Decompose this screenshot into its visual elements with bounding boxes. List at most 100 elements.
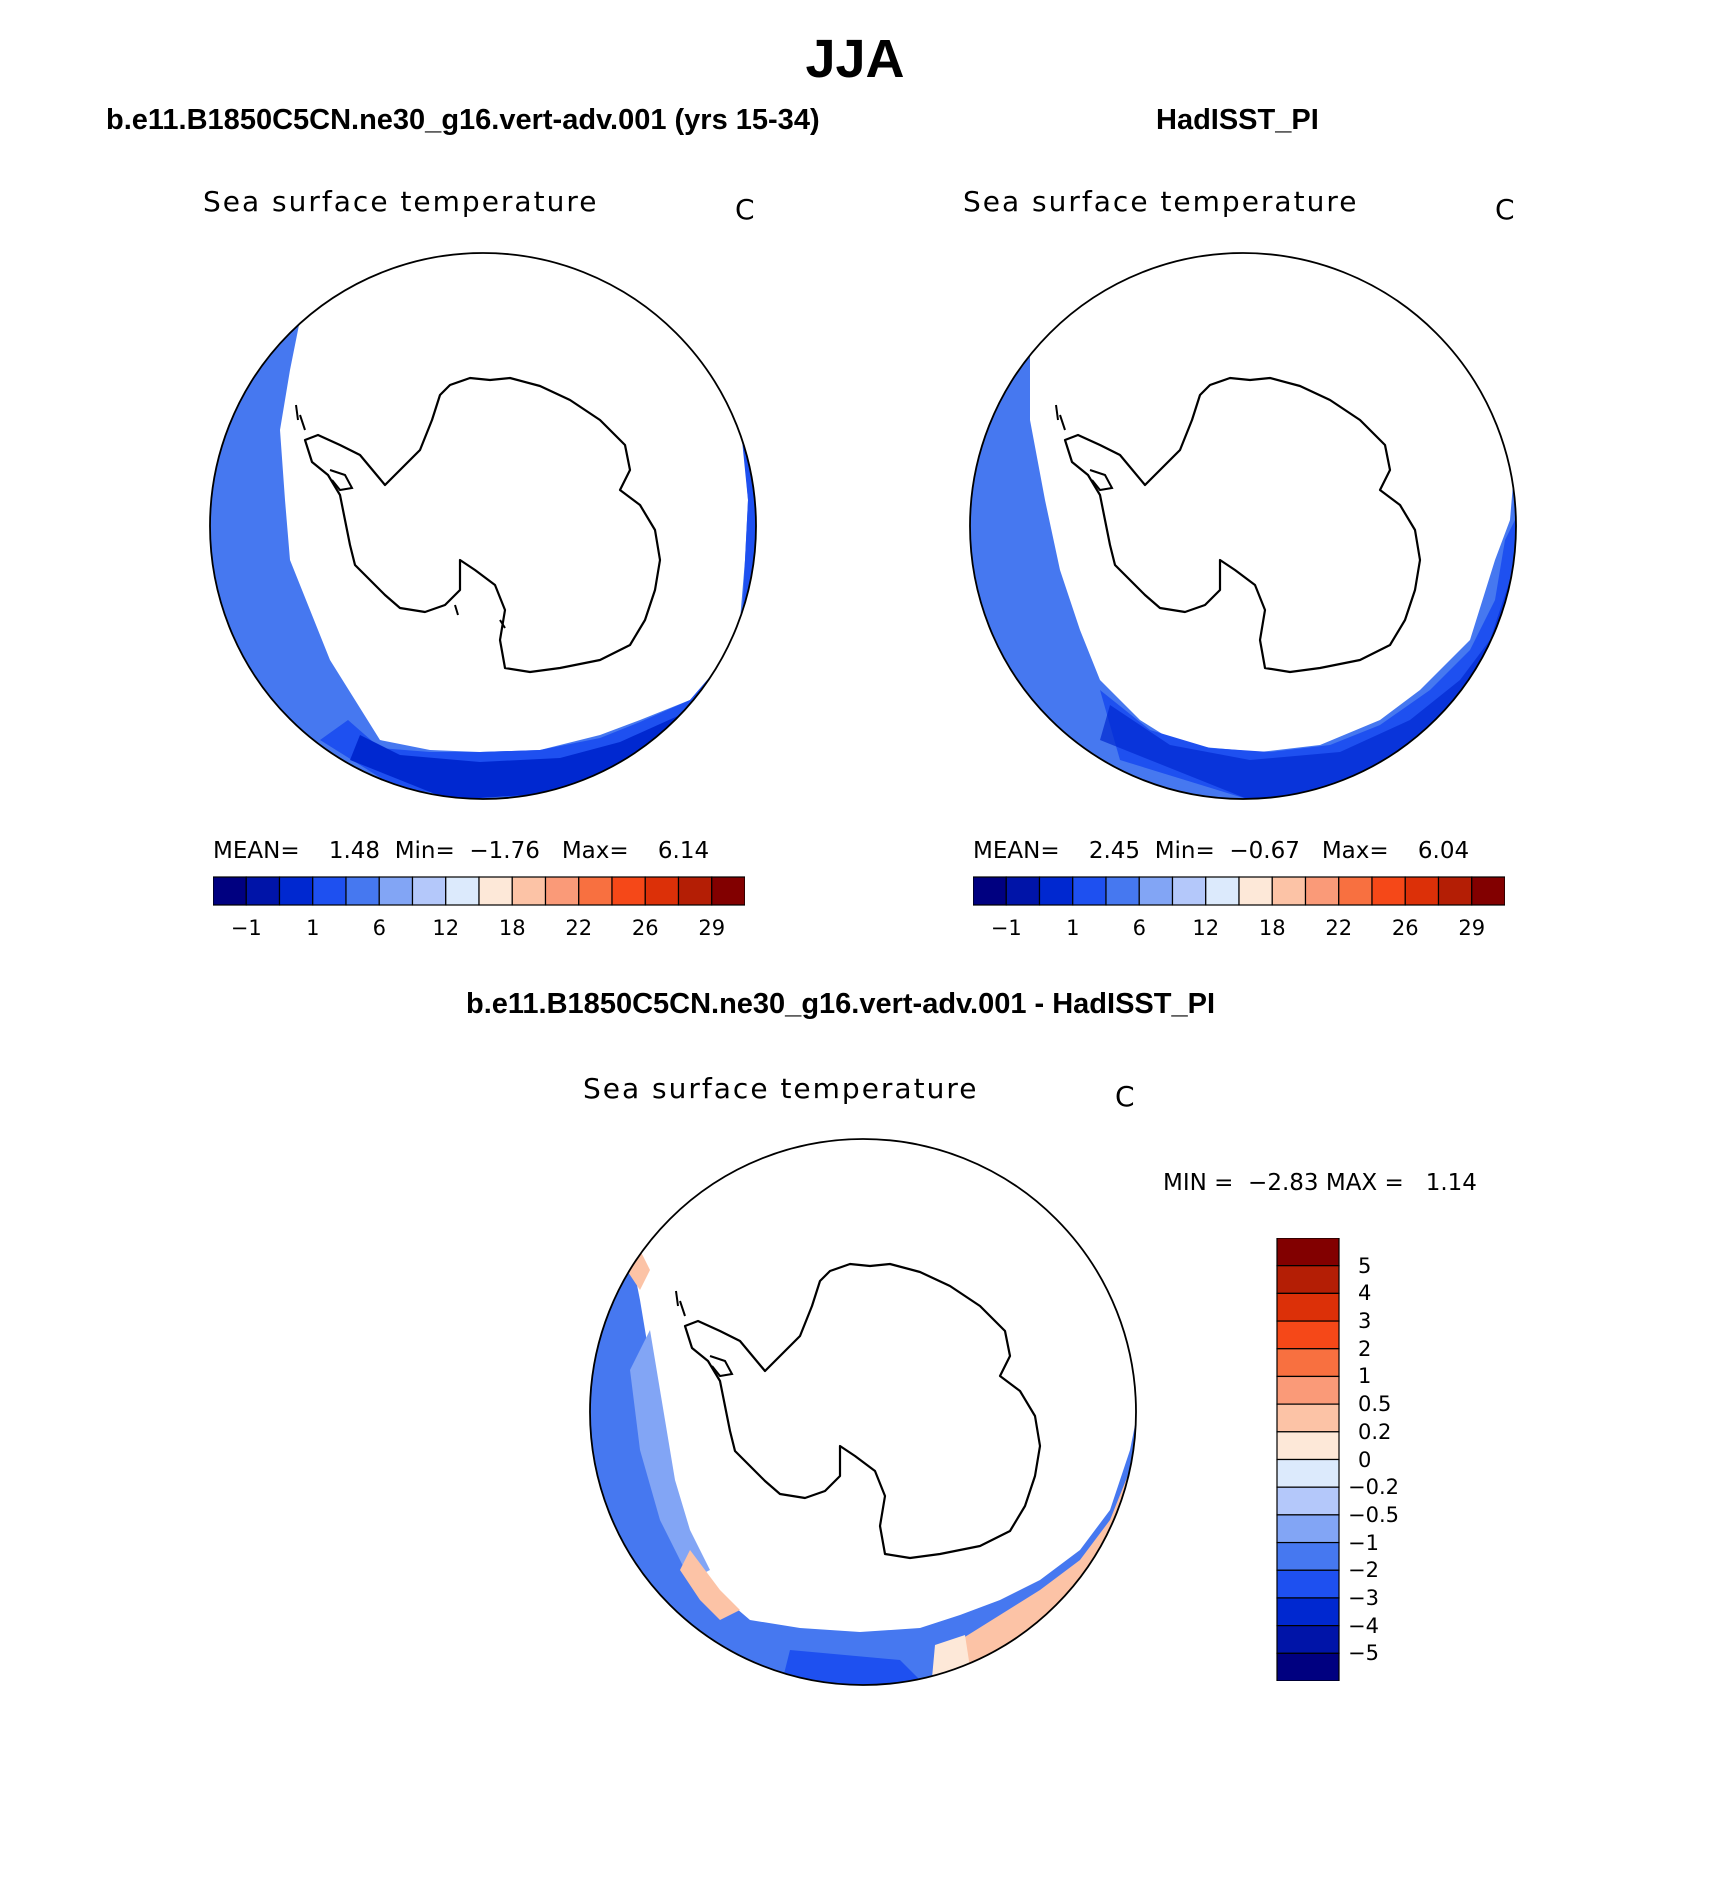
left-min-value: −1.76	[469, 838, 540, 864]
diff-colorbar	[1276, 1238, 1340, 1681]
left-sst-field	[210, 253, 756, 799]
left-colorbar-cell	[445, 876, 480, 906]
right-units-label: C	[1495, 193, 1515, 226]
diff-colorbar-cell	[1276, 1403, 1340, 1433]
right-colorbar-ticks: −1 1 6 12 18 22 26 29	[973, 916, 1505, 946]
left-colorbar-cell	[611, 876, 646, 906]
diff-colorbar-cell	[1276, 1597, 1340, 1627]
right-colorbar-tick-label: 1	[1066, 916, 1080, 940]
diff-min-label: MIN =	[1163, 1170, 1234, 1196]
diff-colorbar-tick-label: 4	[1358, 1281, 1372, 1306]
diff-colorbar-tick-label: −3	[1348, 1585, 1379, 1610]
left-colorbar-tick-label: 6	[372, 916, 386, 940]
diff-colorbar-tick-label: 5	[1358, 1253, 1372, 1278]
right-colorbar-cell	[1404, 876, 1440, 906]
diff-colorbar-cell	[1276, 1458, 1340, 1488]
right-colorbar-cell	[1271, 876, 1307, 906]
right-colorbar-cell	[1005, 876, 1041, 906]
left-colorbar-cell	[278, 876, 314, 906]
left-colorbar-cell	[511, 876, 547, 906]
diff-colorbar-tick-label: 2	[1358, 1336, 1372, 1361]
diff-colorbar-tick-label: −2	[1348, 1558, 1379, 1583]
left-colorbar-cell	[411, 876, 447, 906]
right-stats: MEAN= 2.45 Min= −0.67 Max= 6.04	[973, 838, 1469, 864]
diff-colorbar-tick-label: −0.2	[1348, 1475, 1399, 1500]
right-antarctica-coastline	[1063, 376, 1422, 674]
right-colorbar-cell	[1205, 876, 1240, 906]
diff-min-value: −2.83	[1248, 1170, 1319, 1196]
diff-variable-label: Sea surface temperature	[583, 1072, 979, 1105]
diff-max-label: MAX =	[1325, 1170, 1404, 1196]
left-colorbar-cell	[378, 876, 414, 906]
left-panel-title: b.e11.B1850C5CN.ne30_g16.vert-adv.001 (y…	[106, 104, 820, 136]
left-colorbar-tick-label: −1	[230, 916, 262, 940]
right-colorbar-tick-label: 26	[1391, 916, 1419, 940]
right-colorbar-tick-label: 18	[1258, 916, 1286, 940]
diff-colorbar-tick-label: −0.5	[1348, 1502, 1399, 1527]
right-max-value: 6.04	[1417, 838, 1470, 864]
right-colorbar-tick-label: 22	[1325, 916, 1353, 940]
right-colorbar-cell	[973, 876, 1007, 906]
left-variable-label: Sea surface temperature	[203, 185, 599, 218]
diff-colorbar-tick-label: 0.2	[1358, 1419, 1392, 1444]
right-colorbar-tick-label: −1	[990, 916, 1022, 940]
diff-panel-title: b.e11.B1850C5CN.ne30_g16.vert-adv.001 - …	[466, 988, 1216, 1020]
diff-colorbar-cell	[1276, 1265, 1340, 1294]
right-map-boundary	[969, 252, 1517, 800]
left-stats: MEAN= 1.48 Min= −1.76 Max= 6.14	[213, 838, 709, 864]
left-colorbar-cell	[677, 876, 713, 906]
diff-colorbar-cell	[1276, 1625, 1340, 1654]
diff-colorbar-cell	[1276, 1375, 1340, 1405]
left-colorbar-cell	[578, 876, 613, 906]
diff-colorbar-tick-label: 0	[1358, 1447, 1372, 1472]
left-colorbar-tick-label: 26	[631, 916, 659, 940]
diff-colorbar-cell	[1276, 1514, 1340, 1544]
diff-colorbar-tick-label: 3	[1358, 1309, 1372, 1334]
right-colorbar	[973, 876, 1505, 906]
diff-colorbar-cell	[1276, 1320, 1340, 1350]
right-polar-map	[969, 252, 1517, 800]
left-colorbar-tick-label: 22	[565, 916, 593, 940]
right-variable-label: Sea surface temperature	[963, 185, 1359, 218]
diff-colorbar-tick-label: 1	[1358, 1364, 1372, 1389]
left-min-label: Min=	[394, 838, 455, 864]
left-colorbar-cell	[544, 876, 580, 906]
left-polar-map	[209, 252, 757, 800]
left-colorbar-cell	[213, 876, 247, 906]
left-colorbar-cell	[711, 876, 745, 906]
left-max-value: 6.14	[657, 838, 710, 864]
right-colorbar-cell	[1072, 876, 1107, 906]
right-colorbar-tick-label: 29	[1458, 916, 1486, 940]
diff-colorbar-tick-label: −5	[1348, 1641, 1379, 1666]
diff-colorbar-ticks: 5 4 3 2 1 0.5 0.2 0 −0.2 −0.5 −1 −2 −3 −4 −5	[1348, 1238, 1468, 1681]
right-mean-label: MEAN=	[973, 838, 1060, 864]
right-colorbar-cell	[1238, 876, 1273, 906]
right-max-label: Max=	[1321, 838, 1389, 864]
diff-colorbar-tick-label: 0.5	[1358, 1392, 1392, 1417]
diff-colorbar-tick-label: −4	[1348, 1613, 1379, 1638]
left-units-label: C	[735, 193, 755, 226]
diff-max-value: 1.14	[1425, 1170, 1477, 1196]
right-colorbar-tick-label: 6	[1132, 916, 1146, 940]
left-antarctica-coastline	[303, 376, 662, 674]
right-colorbar-cell	[1105, 876, 1140, 906]
left-colorbar-ticks: −1 1 6 12 18 22 26 29	[213, 916, 745, 946]
left-mean-label: MEAN=	[213, 838, 300, 864]
right-colorbar-cell	[1171, 876, 1207, 906]
right-colorbar-cell	[1338, 876, 1373, 906]
main-title: JJA	[805, 29, 905, 89]
diff-colorbar-tick-label: −1	[1348, 1530, 1379, 1555]
left-colorbar-cell	[478, 876, 513, 906]
right-colorbar-tick-label: 12	[1192, 916, 1220, 940]
right-min-value: −0.67	[1229, 838, 1300, 864]
right-colorbar-cell	[1304, 876, 1340, 906]
right-colorbar-cell	[1038, 876, 1074, 906]
right-min-label: Min=	[1154, 838, 1215, 864]
right-mean-value: 2.45	[1088, 838, 1141, 864]
diff-colorbar-cell	[1276, 1292, 1340, 1322]
diff-colorbar-cell	[1276, 1541, 1340, 1571]
left-map-boundary	[209, 252, 757, 800]
left-colorbar	[213, 876, 745, 906]
left-max-label: Max=	[561, 838, 629, 864]
